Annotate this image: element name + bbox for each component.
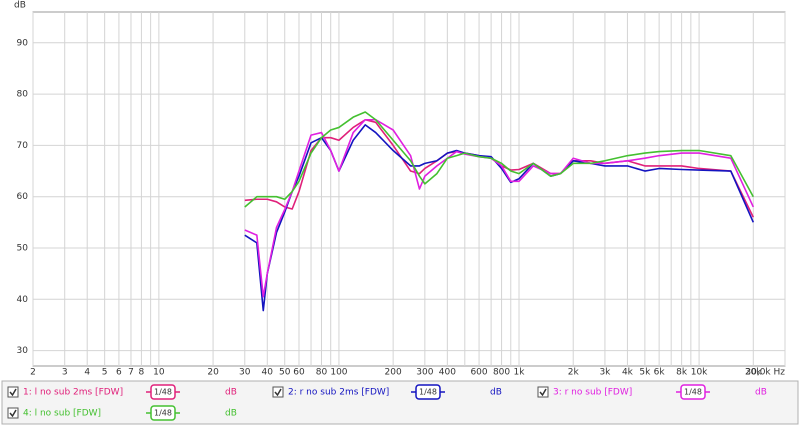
legend-label: 3: r no sub [FDW] <box>553 388 632 398</box>
x-tick-label: 8k <box>676 368 688 378</box>
x-tick-label: 600 <box>470 368 487 378</box>
legend-swatch[interactable] <box>415 384 441 400</box>
legend-checkbox[interactable] <box>7 386 19 398</box>
legend-unit: dB <box>225 409 237 419</box>
x-tick-label: 300 <box>416 368 433 378</box>
x-tick-label: 80 <box>316 368 328 378</box>
legend-unit: dB <box>755 388 767 398</box>
legend-entry: 4: l no sub [FDW] 1/48 dB <box>7 405 237 421</box>
legend-panel <box>1 380 799 425</box>
legend-checkbox[interactable] <box>7 407 19 419</box>
check-mark <box>539 388 547 397</box>
series-line <box>244 124 755 312</box>
x-tick-label: 2 <box>30 368 36 378</box>
x-tick-label: 6 <box>116 368 122 378</box>
y-tick-label: 60 <box>17 192 29 202</box>
series-line <box>244 111 754 208</box>
x-tick-label: 800 <box>493 368 510 378</box>
legend-swatch[interactable] <box>680 384 706 400</box>
y-tick-label: 30 <box>17 346 29 356</box>
smoothing-label: 1/48 <box>419 388 437 397</box>
x-tick-label: 5k <box>639 368 651 378</box>
x-tick-label: 6k <box>654 368 666 378</box>
plot-area <box>32 11 786 367</box>
x-tick-label: 10k <box>691 368 708 378</box>
x-tick-label: 4k <box>622 368 634 378</box>
legend-checkbox[interactable] <box>272 386 284 398</box>
check-mark <box>9 409 17 418</box>
x-tick-label: 20 <box>207 368 219 378</box>
y-tick-label: 80 <box>17 90 29 100</box>
legend-unit: dB <box>225 388 237 398</box>
y-tick-label: 70 <box>17 141 29 151</box>
y-tick-label: 40 <box>17 295 29 305</box>
legend-unit: dB <box>490 388 502 398</box>
x-tick-label: 60 <box>293 368 305 378</box>
x-tick-label: 50 <box>279 368 291 378</box>
legend-label: 1: l no sub 2ms [FDW] <box>23 388 123 398</box>
x-tick-label: 4 <box>84 368 90 378</box>
y-tick-label: 50 <box>17 244 29 254</box>
x-tick-label: 5 <box>102 368 108 378</box>
x-tick-label: 20k <box>745 368 762 378</box>
x-tick-label: 3 <box>62 368 68 378</box>
x-tick-label: 2k <box>568 368 580 378</box>
x-tick-label: 3k <box>599 368 611 378</box>
x-tick-label: 30,0k Hz <box>745 368 785 378</box>
x-tick-label: 100 <box>330 368 347 378</box>
x-tick-label: 10 <box>153 368 165 378</box>
y-axis-label: dB <box>14 1 26 11</box>
x-tick-label: 400 <box>439 368 456 378</box>
legend-label: 2: r no sub 2ms [FDW] <box>288 388 389 398</box>
x-tick-label: 200 <box>385 368 402 378</box>
x-tick-label: 1k <box>514 368 526 378</box>
x-tick-label: 40 <box>262 368 274 378</box>
legend-entry: 3: r no sub [FDW] 1/48 dB <box>537 384 767 400</box>
x-tick-label: 7 <box>128 368 134 378</box>
legend-swatch[interactable] <box>150 405 176 421</box>
check-mark <box>9 388 17 397</box>
legend-checkbox[interactable] <box>537 386 549 398</box>
smoothing-label: 1/48 <box>154 388 172 397</box>
legend-label: 4: l no sub [FDW] <box>23 409 101 419</box>
y-tick-label: 90 <box>17 38 29 48</box>
smoothing-label: 1/48 <box>684 388 702 397</box>
legend-entry: 1: l no sub 2ms [FDW] 1/48 dB <box>7 384 237 400</box>
legend-entry: 2: r no sub 2ms [FDW] 1/48 dB <box>272 384 502 400</box>
x-tick-label: 8 <box>139 368 145 378</box>
check-mark <box>274 388 282 397</box>
legend-swatch[interactable] <box>150 384 176 400</box>
x-tick-label: 30 <box>239 368 251 378</box>
smoothing-label: 1/48 <box>154 409 172 418</box>
grid <box>32 12 786 366</box>
